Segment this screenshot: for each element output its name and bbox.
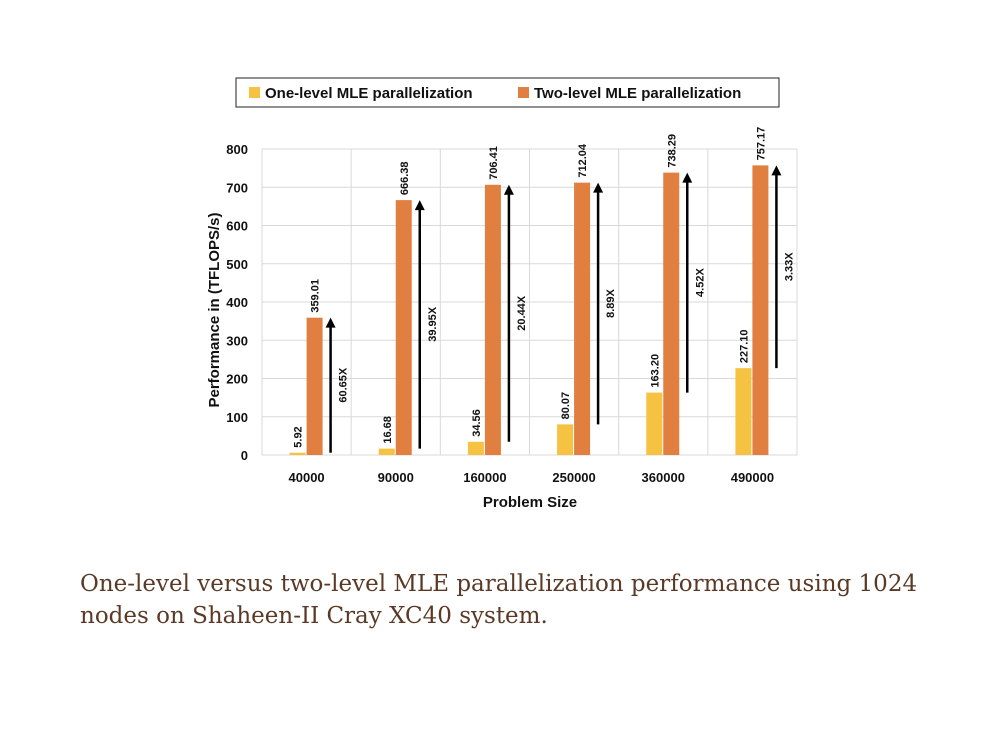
data-label-two-level: 757.17: [755, 127, 767, 161]
y-tick-label: 600: [226, 219, 248, 234]
data-label-two-level: 738.29: [666, 134, 678, 168]
data-label-one-level: 227.10: [738, 329, 750, 363]
y-tick-label: 500: [226, 257, 248, 272]
bar-one-level: [378, 448, 395, 455]
legend-label-one-level: One-level MLE parallelization: [265, 85, 473, 102]
speedup-arrowhead: [593, 182, 604, 193]
data-label-two-level: 712.04: [577, 143, 589, 178]
y-tick-label: 100: [226, 410, 248, 425]
data-label-one-level: 163.20: [649, 354, 661, 388]
x-tick-label: 360000: [642, 470, 685, 485]
x-tick-label: 160000: [463, 470, 506, 485]
speedup-label: 39.95X: [427, 306, 439, 342]
bar-one-level: [289, 452, 306, 455]
speedup-arrows: 60.65X 39.95X 20.44X 8.89X 4.52X 3.33X: [325, 165, 795, 453]
x-tick-label: 250000: [552, 470, 595, 485]
bar-two-level: [574, 182, 591, 455]
data-label-two-level: 666.38: [399, 161, 411, 195]
bar-two-level: [306, 317, 323, 455]
data-label-two-level: 706.41: [488, 146, 500, 180]
y-axis-title: Performance in (TFLOPS/s): [206, 212, 223, 407]
y-tick-label: 800: [226, 142, 248, 157]
bar-two-level: [395, 200, 412, 455]
y-tick-label: 200: [226, 372, 248, 387]
y-tick-label: 400: [226, 295, 248, 310]
y-tick-label: 300: [226, 333, 248, 348]
bar-one-level: [557, 424, 574, 455]
bar-two-level: [484, 184, 501, 456]
x-axis-ticks: 40000 90000 160000 250000 360000 490000: [289, 470, 775, 485]
bar-one-level: [735, 368, 752, 455]
speedup-arrowhead: [682, 172, 693, 183]
bar-one-level: [467, 441, 484, 455]
speedup-arrowhead: [503, 184, 514, 195]
data-labels: 5.92 359.01 16.68 666.38 34.56 706.41 80.07 712…: [293, 127, 768, 448]
speedup-arrowhead: [771, 165, 782, 176]
legend: One-level MLE parallelization Two-level …: [235, 77, 780, 108]
figure-caption: One-level versus two-level MLE paralleli…: [80, 571, 918, 629]
bar-two-level: [752, 165, 769, 455]
gridlines: [261, 148, 798, 456]
x-axis-title: Problem Size: [483, 494, 577, 511]
x-tick-label: 90000: [378, 470, 414, 485]
speedup-label: 4.52X: [694, 268, 706, 297]
y-tick-label: 700: [226, 180, 248, 195]
speedup-label: 3.33X: [783, 252, 795, 281]
data-label-one-level: 34.56: [471, 409, 483, 437]
speedup-arrowhead: [325, 317, 336, 328]
legend-box: [235, 77, 780, 108]
legend-swatch-two-level: [518, 87, 529, 98]
speedup-label: 8.89X: [605, 288, 617, 317]
data-label-one-level: 16.68: [382, 416, 394, 444]
data-label-one-level: 80.07: [560, 392, 572, 420]
speedup-arrowhead: [414, 200, 425, 211]
x-tick-label: 490000: [731, 470, 774, 485]
y-tick-label: 0: [241, 448, 248, 463]
bar-chart: One-level MLE parallelization Two-level …: [206, 77, 798, 511]
bars: [289, 165, 769, 456]
bar-two-level: [663, 172, 680, 456]
speedup-label: 20.44X: [516, 295, 528, 331]
bar-one-level: [646, 392, 663, 455]
data-label-two-level: 359.01: [310, 279, 322, 313]
legend-swatch-one-level: [249, 87, 260, 98]
data-label-one-level: 5.92: [293, 426, 305, 447]
y-axis-ticks: 0 100 200 300 400 500 600 700 800: [226, 142, 248, 463]
x-tick-label: 40000: [289, 470, 325, 485]
legend-label-two-level: Two-level MLE parallelization: [534, 85, 741, 102]
speedup-label: 60.65X: [338, 367, 350, 403]
